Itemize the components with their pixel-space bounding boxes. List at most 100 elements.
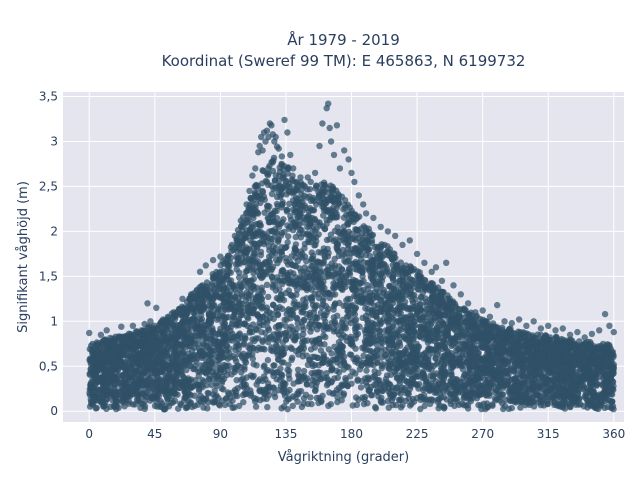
data-point	[408, 315, 416, 322]
data-point	[364, 282, 371, 289]
data-point	[326, 389, 333, 396]
data-point	[199, 377, 206, 384]
data-point	[183, 366, 190, 374]
data-point	[500, 405, 507, 413]
data-point	[293, 325, 300, 333]
data-points	[86, 100, 617, 413]
data-point	[396, 342, 404, 349]
data-point	[265, 338, 272, 346]
data-point	[284, 406, 291, 413]
data-point	[315, 249, 322, 256]
data-point	[270, 362, 277, 369]
data-point	[387, 283, 395, 290]
data-point	[270, 384, 277, 391]
data-point	[358, 279, 365, 287]
data-point	[279, 305, 286, 313]
data-point	[404, 344, 411, 351]
data-point	[254, 311, 261, 318]
data-point	[417, 405, 424, 413]
data-point	[302, 283, 309, 291]
data-point	[257, 248, 265, 256]
data-point	[288, 261, 296, 268]
data-point	[452, 303, 459, 310]
data-point	[416, 300, 424, 307]
data-point	[260, 193, 268, 200]
data-point	[369, 319, 376, 326]
data-point	[517, 368, 525, 376]
data-point	[270, 331, 277, 338]
data-point	[357, 384, 365, 391]
data-point	[303, 269, 311, 276]
data-point	[455, 401, 463, 409]
data-point	[279, 339, 287, 346]
data-point	[247, 194, 254, 202]
data-point	[345, 364, 352, 371]
data-point	[271, 390, 278, 397]
data-point	[201, 351, 209, 358]
data-point	[282, 322, 289, 330]
data-point	[258, 284, 265, 291]
data-point	[291, 185, 298, 192]
data-point	[321, 341, 328, 348]
data-point	[293, 291, 300, 298]
data-point	[308, 400, 315, 408]
data-point	[351, 311, 359, 318]
data-point	[344, 220, 351, 227]
data-point	[388, 397, 396, 404]
data-point	[431, 389, 438, 396]
data-point	[428, 327, 435, 334]
data-point	[475, 401, 482, 409]
data-point	[362, 329, 369, 337]
data-point	[333, 245, 341, 252]
data-point	[235, 308, 242, 316]
data-point	[289, 306, 296, 314]
data-point	[208, 381, 215, 389]
data-point	[449, 341, 457, 349]
data-point	[494, 329, 501, 336]
data-point	[285, 233, 292, 240]
data-point	[330, 303, 337, 310]
data-point	[365, 324, 372, 332]
data-point	[323, 236, 331, 244]
data-point	[284, 366, 291, 374]
data-point	[224, 313, 232, 321]
data-point	[301, 240, 309, 248]
data-point	[316, 285, 323, 293]
data-point	[171, 315, 179, 322]
data-point	[301, 317, 308, 324]
data-point	[420, 391, 428, 399]
data-point	[219, 281, 226, 288]
data-point	[253, 381, 260, 388]
data-point	[99, 392, 107, 400]
data-point	[413, 366, 421, 373]
data-point	[345, 257, 352, 265]
data-point	[176, 384, 183, 392]
data-point	[495, 377, 502, 384]
data-point	[320, 212, 327, 219]
data-point	[300, 330, 307, 338]
data-point	[280, 359, 287, 366]
data-point	[421, 385, 428, 392]
data-point	[217, 268, 224, 276]
data-point	[169, 399, 176, 406]
data-point	[392, 401, 400, 409]
data-point	[308, 206, 315, 214]
data-point	[322, 318, 329, 326]
data-point	[593, 381, 600, 388]
data-point	[489, 401, 496, 408]
data-point	[561, 362, 568, 370]
data-point	[267, 346, 275, 354]
data-point	[348, 380, 355, 387]
data-point	[295, 332, 302, 340]
data-point	[386, 381, 394, 388]
data-point	[274, 311, 281, 319]
data-point	[332, 214, 340, 221]
data-point	[353, 401, 361, 409]
data-point	[505, 405, 512, 412]
data-point	[92, 405, 100, 412]
data-point	[88, 342, 95, 349]
data-point	[379, 387, 386, 395]
data-point	[352, 394, 360, 401]
data-point	[265, 392, 273, 399]
data-point	[308, 214, 316, 222]
